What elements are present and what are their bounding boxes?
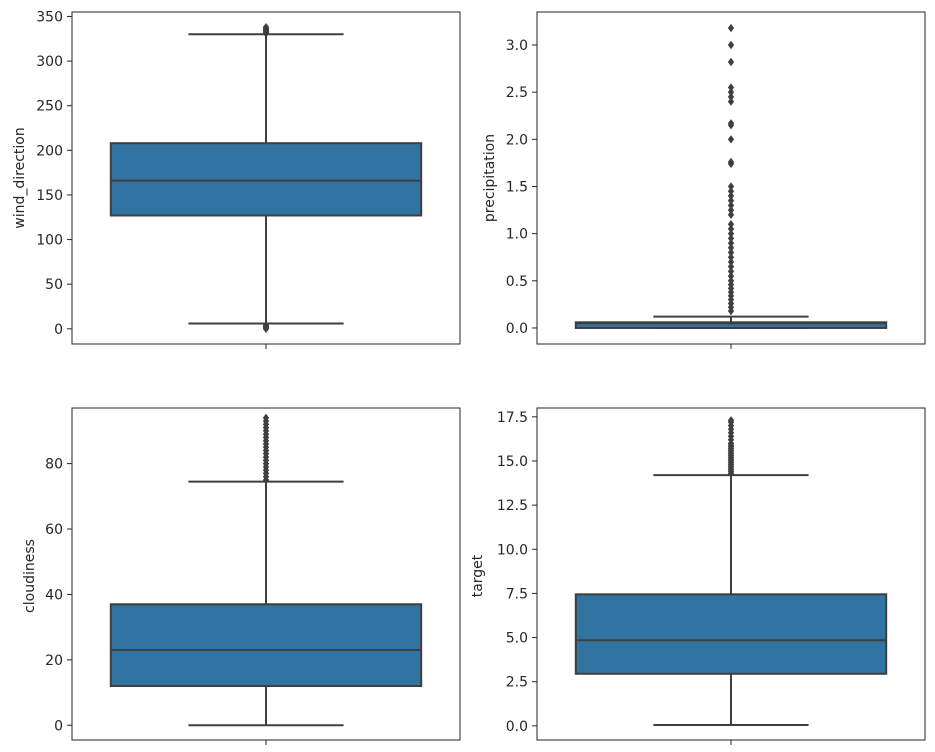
y-tick-label: 12.5 [497,498,528,514]
box-plot-marks [109,413,423,727]
y-tick-label: 0.0 [506,719,528,735]
outlier-point [727,205,735,215]
box-plot-marks [574,416,888,726]
outlier-point [727,234,735,243]
y-axis-label: wind_direction [12,127,28,228]
y-tick-label: 1.0 [506,227,528,243]
y-tick-label: 60 [45,522,63,538]
outlier-point [727,87,735,97]
outlier-point [727,40,735,50]
outlier-point [727,224,735,234]
y-tick-label: 2.5 [506,85,528,101]
y-tick-label: 100 [36,233,63,249]
outlier-point [727,196,735,205]
outlier-point [727,276,735,286]
outlier-point [727,182,735,191]
outlier-point [727,220,735,229]
y-tick-label: 0.0 [506,321,528,337]
outlier-point [727,210,735,219]
outlier-point [727,23,735,33]
iqr-box [109,603,423,688]
y-tick-label: 350 [36,9,63,25]
outlier-point [262,413,270,423]
y-tick-label: 250 [36,99,63,115]
y-tick-label: 10.0 [497,542,528,558]
subplot-target: 0.0 2.5 5.0 7.5 10.0 12.5 15.0 17.5 target [470,407,926,745]
outlier-point [727,229,735,238]
y-tick-label: 0 [54,322,63,338]
outlier-point [727,92,735,102]
y-tick-label: 0 [54,718,63,734]
subplot-precipitation: 0.0 0.5 1.0 1.5 2.0 2.5 3.0 precipitation [482,11,926,349]
outlier-point [727,238,735,248]
y-tick-label: 20 [45,653,63,669]
y-tick-label: 150 [36,188,63,204]
subplot-wind-direction: 0 50 100 150 200 250 300 350 wind_direction [12,9,461,349]
y-axis-label: cloudiness [22,539,38,613]
y-tick-label: 300 [36,54,63,70]
outlier-point [727,243,735,252]
y-tick-label: 80 [45,457,63,473]
outlier-point [727,97,735,106]
y-tick-label: 200 [36,143,63,159]
y-tick-label: 15.0 [497,454,528,470]
outlier-point [727,262,735,271]
iqr-box [109,142,423,217]
y-tick-label: 5.0 [506,631,528,647]
outlier-point [727,253,735,262]
outlier-point [727,191,735,201]
outlier-point [727,271,735,281]
outlier-point [727,157,735,167]
outlier-point [727,257,735,267]
y-axis-label: precipitation [482,134,498,222]
outlier-point [727,135,735,144]
y-tick-label: 7.5 [506,586,528,602]
y-tick-label: 2.0 [506,132,528,148]
y-tick-label: 17.5 [497,410,528,426]
outlier-point [727,119,735,128]
outlier-point [262,22,270,32]
subplot-cloudiness: 0 20 40 60 80 cloudiness [22,407,461,745]
y-tick-label: 0.5 [506,274,528,290]
box-plot-marks [109,22,423,334]
outlier-point [727,201,735,210]
outlier-point [727,187,735,196]
y-axis-ticks: 0.0 0.5 1.0 1.5 2.0 2.5 3.0 [506,38,732,349]
y-axis-ticks: 0.0 2.5 5.0 7.5 10.0 12.5 15.0 17.5 [497,410,732,745]
outlier-point [727,57,735,67]
outlier-point [262,321,270,330]
y-tick-label: 3.0 [506,38,528,54]
y-tick-label: 50 [45,277,63,293]
outlier-point [727,83,735,92]
outlier-point [727,416,735,425]
y-tick-label: 40 [45,587,63,603]
outlier-point [727,248,735,257]
y-axis-ticks: 0 50 100 150 200 250 300 350 [36,9,267,349]
y-tick-label: 2.5 [506,675,528,691]
outlier-point [727,267,735,276]
y-axis-label: target [470,554,486,597]
iqr-box [574,593,888,675]
y-axis-ticks: 0 20 40 60 80 [45,457,267,745]
box-plot-marks [574,23,888,329]
y-tick-label: 1.5 [506,179,528,195]
